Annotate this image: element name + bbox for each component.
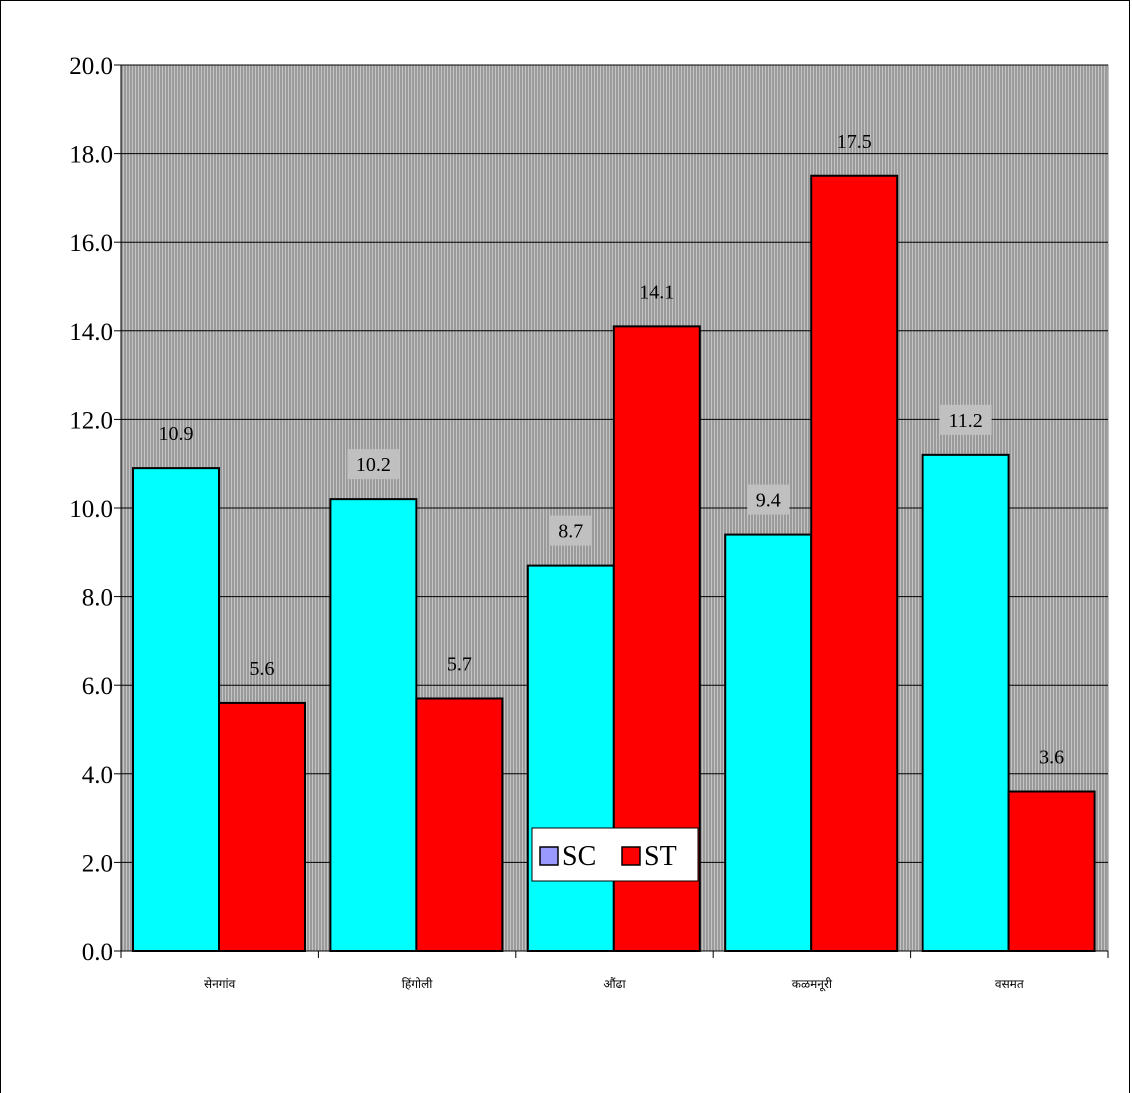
- legend-box: [531, 827, 699, 882]
- data-label: 10.2: [356, 454, 391, 476]
- x-category-label: औंढा: [603, 977, 626, 991]
- bar-st: [810, 174, 899, 952]
- y-tick-label: 18.0: [69, 142, 113, 169]
- bars: [132, 174, 1096, 953]
- data-label: 11.2: [948, 410, 982, 432]
- data-label: 14.1: [639, 281, 674, 303]
- y-tick-label: 14.0: [69, 319, 113, 346]
- bar-sc: [526, 564, 615, 953]
- y-tick-label: 6.0: [82, 673, 113, 700]
- data-labels: 10.9 5.6 10.2 5.7 8.7 14.1 9.4 17.5 11.2 3.6: [159, 131, 1065, 769]
- data-label: 9.4: [756, 490, 781, 512]
- legend-swatch-st: [621, 846, 641, 866]
- data-label: 3.6: [1039, 747, 1064, 769]
- x-category-label: हिंगोली: [402, 977, 433, 991]
- y-tick-label: 10.0: [69, 496, 113, 523]
- bar-sc: [921, 453, 1010, 952]
- y-tick-label: 8.0: [82, 585, 113, 612]
- data-label: 17.5: [837, 131, 872, 153]
- bar-sc: [132, 467, 220, 952]
- y-tick-label: 4.0: [82, 762, 113, 789]
- y-axis-tick-labels: 0.0 2.0 4.0 6.0 8.0 10.0 12.0 14.0 16.0 18.0 20.0: [69, 53, 113, 966]
- y-tick-label: 2.0: [82, 850, 113, 877]
- y-tick-label: 16.0: [69, 230, 113, 257]
- data-label-bg: [939, 404, 992, 435]
- bar-sc: [724, 533, 813, 953]
- bar-st: [415, 697, 504, 952]
- y-tick-label: 0.0: [82, 939, 113, 966]
- bar-st: [218, 701, 306, 952]
- y-tick-label: 12.0: [69, 407, 113, 434]
- legend: SC ST: [531, 827, 699, 882]
- legend-label: ST: [644, 841, 677, 872]
- data-label-bg: [347, 449, 400, 480]
- data-label-bg: [549, 515, 592, 546]
- legend-label: SC: [562, 841, 596, 872]
- x-axis-category-labels: सेनगांव हिंगोली औंढा कळमनूरी वसमत: [204, 977, 1025, 992]
- x-category-label: कळमनूरी: [792, 977, 833, 992]
- data-label: 10.9: [159, 423, 194, 445]
- data-label-bg: [747, 484, 790, 515]
- data-label: 5.7: [447, 653, 472, 675]
- data-label: 8.7: [558, 521, 583, 543]
- data-label: 5.6: [250, 658, 275, 680]
- y-tick-label: 20.0: [69, 53, 113, 80]
- x-category-label: सेनगांव: [204, 977, 236, 991]
- legend-swatch-sc: [539, 846, 559, 866]
- x-category-label: वसमत: [995, 977, 1025, 991]
- bar-sc: [329, 498, 418, 952]
- bar-st: [1007, 790, 1096, 953]
